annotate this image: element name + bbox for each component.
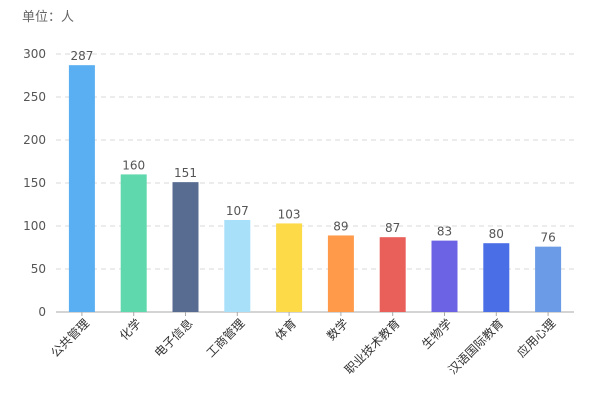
data-label: 151 (174, 166, 197, 180)
bar-6 (327, 235, 354, 312)
bar-8 (431, 240, 458, 312)
x-tick-label: 化学 (116, 316, 144, 344)
x-tick-label: 公共管理 (47, 316, 92, 361)
y-tick-label: 100 (23, 219, 46, 233)
data-label: 89 (333, 219, 348, 233)
data-label: 76 (540, 231, 555, 245)
bar-4 (224, 219, 251, 312)
x-tick-label: 汉语国际教育 (445, 316, 507, 378)
unit-label: 单位：人 (22, 10, 75, 25)
y-tick-label: 250 (23, 90, 46, 104)
y-tick-label: 50 (31, 262, 46, 276)
bar-7 (379, 237, 406, 312)
bars: 287 160 151 107 103 89 87 83 80 76 (68, 49, 562, 313)
bar-1 (68, 65, 95, 313)
x-tick-label: 职业技术教育 (341, 316, 403, 378)
bar-2 (120, 174, 147, 312)
bar-3 (172, 182, 199, 312)
y-tick-label: 0 (38, 305, 46, 319)
data-label: 80 (489, 227, 504, 241)
data-label: 107 (226, 204, 249, 218)
bar-9 (483, 243, 510, 312)
data-label: 287 (70, 49, 93, 63)
x-tick-label: 体育 (272, 316, 300, 344)
x-tick-label: 应用心理 (514, 316, 559, 361)
bar-10 (535, 246, 562, 312)
x-tick-label: 生物学 (419, 316, 455, 352)
data-label: 160 (122, 158, 145, 172)
x-tick-label: 数学 (323, 316, 351, 344)
data-label: 83 (437, 225, 452, 239)
data-label: 87 (385, 221, 400, 235)
y-tick-label: 200 (23, 133, 46, 147)
x-tick-label: 工商管理 (203, 316, 248, 361)
x-tick-label: 电子信息 (151, 316, 196, 361)
y-axis: 0 50 100 150 200 250 300 (23, 47, 46, 319)
y-tick-label: 150 (23, 176, 46, 190)
bar-5 (276, 223, 303, 312)
data-label: 103 (278, 207, 301, 221)
y-tick-label: 300 (23, 47, 46, 61)
